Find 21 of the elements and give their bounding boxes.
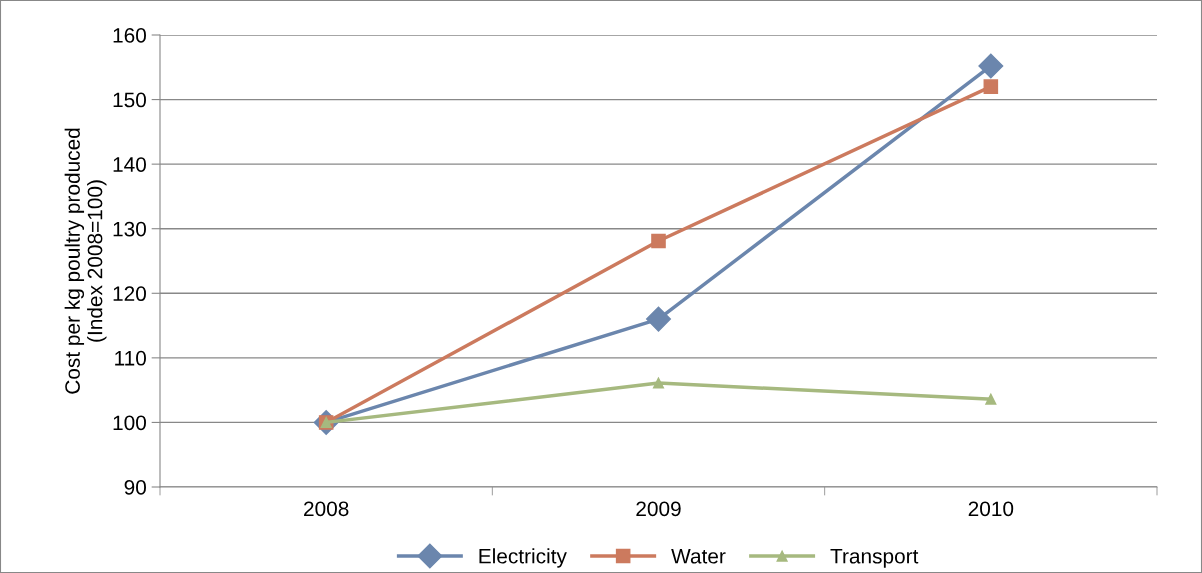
point [985, 393, 997, 405]
point [651, 233, 666, 249]
y-tick-label: 140 [113, 157, 146, 172]
y-tick-label: 90 [124, 480, 146, 495]
y-tick-label: 150 [113, 92, 146, 108]
x-tick-label: 2008 [304, 501, 349, 517]
x-tick-label: 2010 [968, 501, 1014, 517]
y-axis-title: Cost per kg poultry produced (Index 2008=100) [64, 128, 107, 394]
y-tick-label: 110 [115, 350, 146, 366]
x-tick-label: 2009 [636, 501, 681, 517]
point [652, 377, 665, 389]
y-tick-label: 120 [113, 286, 146, 302]
point [978, 53, 1004, 79]
point [983, 79, 999, 94]
legend-label: Electricity [479, 548, 567, 568]
point [646, 306, 671, 332]
y-tick-label: 130 [113, 221, 146, 237]
y-tick-label: 100 [113, 415, 146, 431]
legend-label: Water [671, 549, 726, 564]
y-tick-label: 160 [113, 28, 146, 43]
legend-label: Transport [830, 549, 919, 568]
